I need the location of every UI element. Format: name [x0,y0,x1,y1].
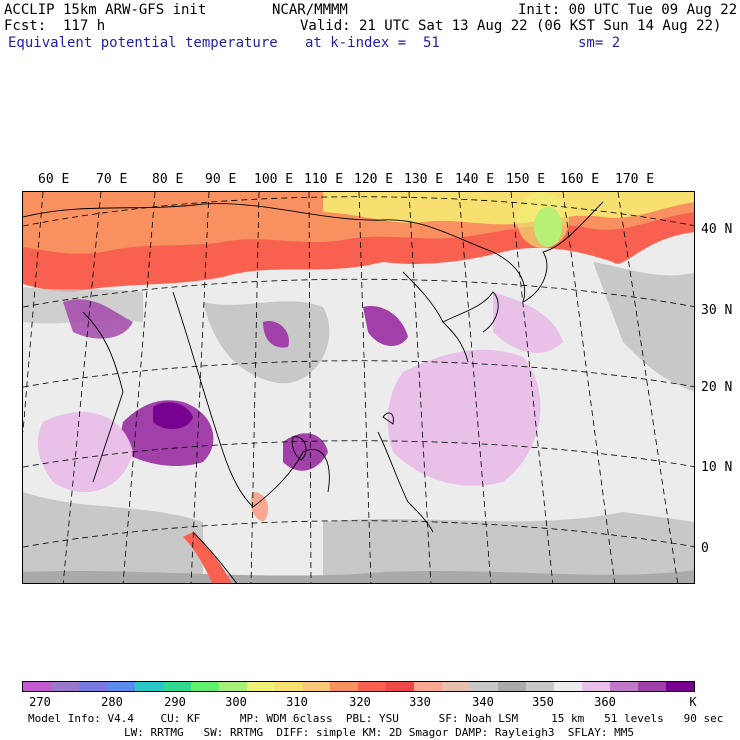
colorbar-swatch [470,682,499,691]
colorbar-swatch [554,682,583,691]
colorbar-swatch [582,682,611,691]
lat-label: 30 N [701,303,733,318]
level-label: at k-index = 51 [305,35,440,51]
lon-label: 60 E [38,172,70,187]
lon-label: 120 E [354,172,394,187]
colorbar-tick: 320 [349,695,371,709]
colorbar-swatch [665,682,694,691]
colorbar-swatch [498,682,527,691]
colorbar-swatch [358,682,387,691]
colorbar-tick: 270 [29,695,51,709]
map-field [23,192,694,583]
colorbar-swatch [442,682,471,691]
lon-label: 70 E [96,172,128,187]
colorbar-swatch [190,682,219,691]
colorbar-swatch [134,682,163,691]
colorbar-swatch [246,682,275,691]
colorbar-tick: 340 [472,695,494,709]
lat-label: 10 N [701,460,733,475]
colorbar-swatch [414,682,443,691]
lat-label: 20 N [701,380,733,395]
colorbar-swatch [218,682,247,691]
colorbar-swatch [526,682,555,691]
lon-label: 160 E [560,172,600,187]
forecast-hour: Fcst: 117 h [4,18,106,34]
lon-label: 140 E [455,172,495,187]
lon-label: 170 E [615,172,655,187]
colorbar-tick: 360 [594,695,616,709]
colorbar-swatch [162,682,191,691]
colorbar-swatch [330,682,359,691]
colorbar-swatch [274,682,303,691]
field-name: Equivalent potential temperature [8,35,278,51]
smoothing-label: sm= 2 [578,35,621,51]
lon-label: 110 E [304,172,344,187]
lat-label: 40 N [701,222,733,237]
lon-label: 130 E [404,172,444,187]
colorbar-unit: K [689,695,697,709]
init-time: Init: 00 UTC Tue 09 Aug 22 [518,2,738,18]
lat-label: 0 [701,541,709,556]
colorbar-swatch [23,682,51,691]
model-info-line1: Model Info: V4.4 CU: KF MP: WDM 6class P… [28,712,724,725]
colorbar-tick: 330 [409,695,431,709]
theta-e-map [22,191,695,584]
colorbar-tick: 300 [225,695,247,709]
center-label: NCAR/MMMM [272,2,348,18]
lon-label: 100 E [254,172,294,187]
model-info-line2: LW: RRTMG SW: RRTMG DIFF: simple KM: 2D … [124,726,634,739]
colorbar-swatch [78,682,107,691]
lon-label: 80 E [152,172,184,187]
colorbar-swatch [302,682,331,691]
valid-time: Valid: 21 UTC Sat 13 Aug 22 (06 KST Sun … [300,18,722,34]
lon-label: 150 E [506,172,546,187]
colorbar-swatch [610,682,638,691]
lon-label: 90 E [205,172,237,187]
colorbar-swatch [50,682,79,691]
colorbar-swatch [386,682,415,691]
model-title: ACCLIP 15km ARW-GFS init [4,2,207,18]
colorbar [22,681,695,692]
colorbar-tick: 290 [164,695,186,709]
colorbar-swatch [106,682,135,691]
colorbar-tick: 310 [286,695,308,709]
colorbar-swatch [637,682,666,691]
colorbar-tick: 280 [101,695,123,709]
colorbar-tick: 350 [532,695,554,709]
